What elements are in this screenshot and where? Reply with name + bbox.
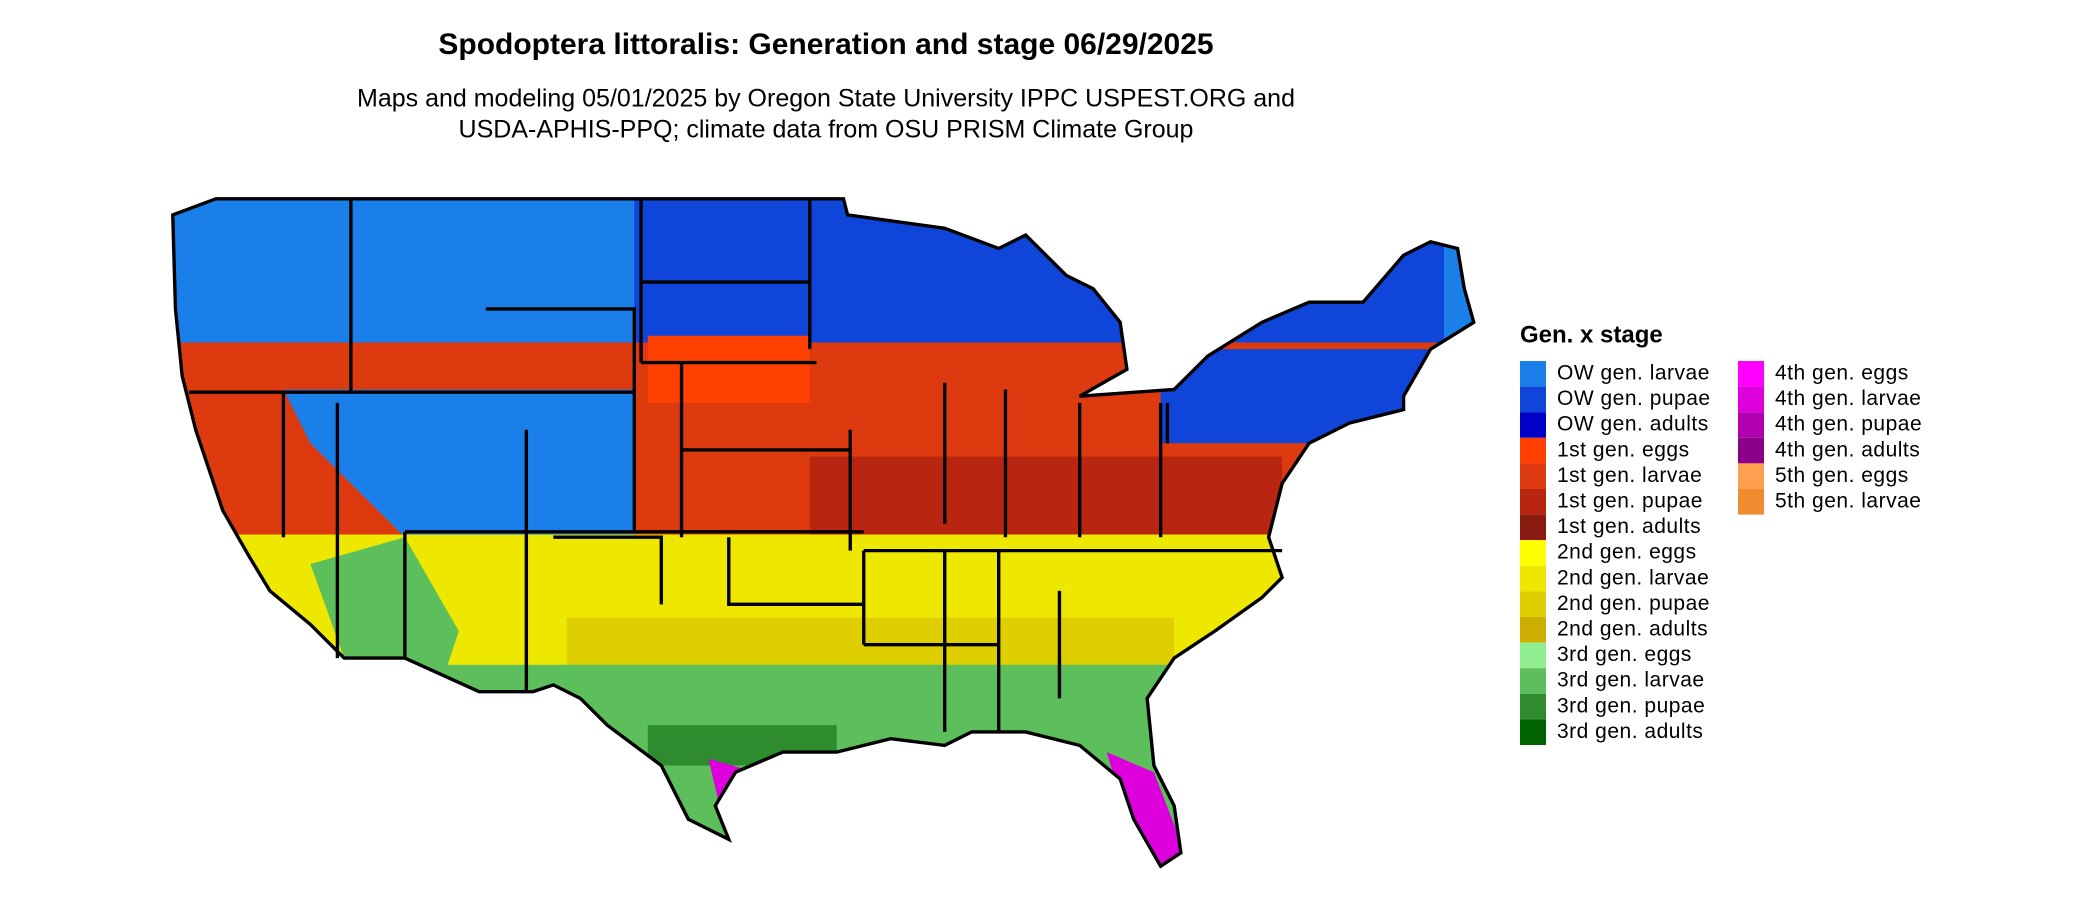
legend-swatch [1520, 693, 1546, 720]
legend-swatch [1520, 719, 1546, 745]
legend-label: 3rd gen. larvae [1557, 669, 1705, 692]
legend-label: 1st gen. eggs [1557, 438, 1690, 461]
legend-swatch [1738, 386, 1764, 413]
legend-swatch [1738, 361, 1764, 387]
legend-swatch [1520, 489, 1546, 515]
legend-label: 2nd gen. pupae [1557, 592, 1710, 615]
legend-swatch [1738, 463, 1764, 489]
legend-swatch [1520, 617, 1546, 643]
legend-label: 2nd gen. adults [1557, 618, 1708, 641]
map [171, 197, 1476, 869]
legend-label: OW gen. adults [1557, 413, 1709, 436]
legend-label: 5th gen. larvae [1775, 490, 1921, 513]
legend-swatch [1520, 412, 1546, 438]
legend-swatch [1520, 668, 1546, 694]
legend-label: 3rd gen. adults [1557, 720, 1703, 743]
legend-swatch [1520, 540, 1546, 566]
legend-label: 1st gen. adults [1557, 515, 1701, 538]
legend-label: 4th gen. larvae [1775, 387, 1921, 410]
legend-label: 4th gen. adults [1775, 438, 1920, 461]
legend-swatch [1520, 437, 1546, 464]
legend-label: 3rd gen. eggs [1557, 643, 1692, 666]
legend-swatch [1520, 463, 1546, 489]
legend-title: Gen. x stage [1520, 321, 1663, 348]
subtitle: USDA-APHIS-PPQ; climate data from OSU PR… [459, 116, 1194, 144]
legend-swatch [1520, 565, 1546, 592]
legend-label: 5th gen. eggs [1775, 464, 1909, 487]
legend-swatch [1738, 437, 1764, 464]
legend-label: 4th gen. eggs [1775, 362, 1909, 385]
legend-label: 1st gen. larvae [1557, 464, 1702, 487]
legend-swatch [1520, 361, 1546, 387]
legend-swatch [1520, 386, 1546, 413]
legend-label: 4th gen. pupae [1775, 413, 1922, 436]
legend-swatch [1738, 412, 1764, 438]
legend-label: 1st gen. pupae [1557, 490, 1703, 513]
subtitle: Maps and modeling 05/01/2025 by Oregon S… [357, 85, 1295, 113]
title: Spodoptera littoralis: Generation and st… [438, 28, 1213, 61]
legend-label: OW gen. larvae [1557, 362, 1710, 385]
legend-swatch [1520, 514, 1546, 541]
legend-label: 2nd gen. larvae [1557, 566, 1709, 589]
legend-swatch [1520, 642, 1546, 669]
legend-label: 3rd gen. pupae [1557, 694, 1705, 717]
legend-label: OW gen. pupae [1557, 387, 1711, 410]
legend-swatch [1738, 489, 1764, 515]
legend-label: 2nd gen. eggs [1557, 541, 1697, 564]
legend-swatch [1520, 591, 1546, 617]
